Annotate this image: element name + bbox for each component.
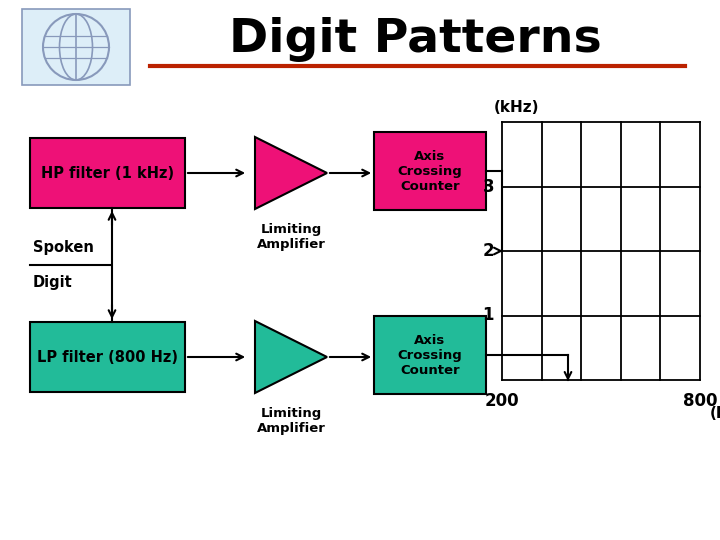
Text: Axis
Crossing
Counter: Axis Crossing Counter (397, 150, 462, 192)
Text: 200: 200 (485, 392, 519, 410)
Bar (374, 132, 486, 210)
Bar (30, 322, 185, 392)
Text: 1: 1 (482, 307, 494, 325)
Text: (Hz): (Hz) (710, 406, 720, 421)
Bar (30, 138, 185, 208)
Text: 2: 2 (482, 242, 494, 260)
Text: HP filter (1 kHz): HP filter (1 kHz) (41, 165, 174, 180)
Text: Axis
Crossing
Counter: Axis Crossing Counter (397, 334, 462, 376)
Polygon shape (255, 137, 327, 209)
Text: LP filter (800 Hz): LP filter (800 Hz) (37, 349, 178, 364)
Bar (374, 316, 486, 394)
Bar (22, 9, 130, 85)
Text: 800: 800 (683, 392, 717, 410)
Text: Spoken: Spoken (33, 240, 94, 255)
Bar (502, 122, 700, 380)
Text: Digit: Digit (33, 275, 73, 290)
Text: 3: 3 (482, 178, 494, 195)
Text: Limiting
Amplifier: Limiting Amplifier (256, 407, 325, 435)
Text: Limiting
Amplifier: Limiting Amplifier (256, 223, 325, 251)
Polygon shape (255, 321, 327, 393)
Text: (kHz): (kHz) (494, 100, 539, 116)
Text: Digit Patterns: Digit Patterns (229, 17, 601, 63)
